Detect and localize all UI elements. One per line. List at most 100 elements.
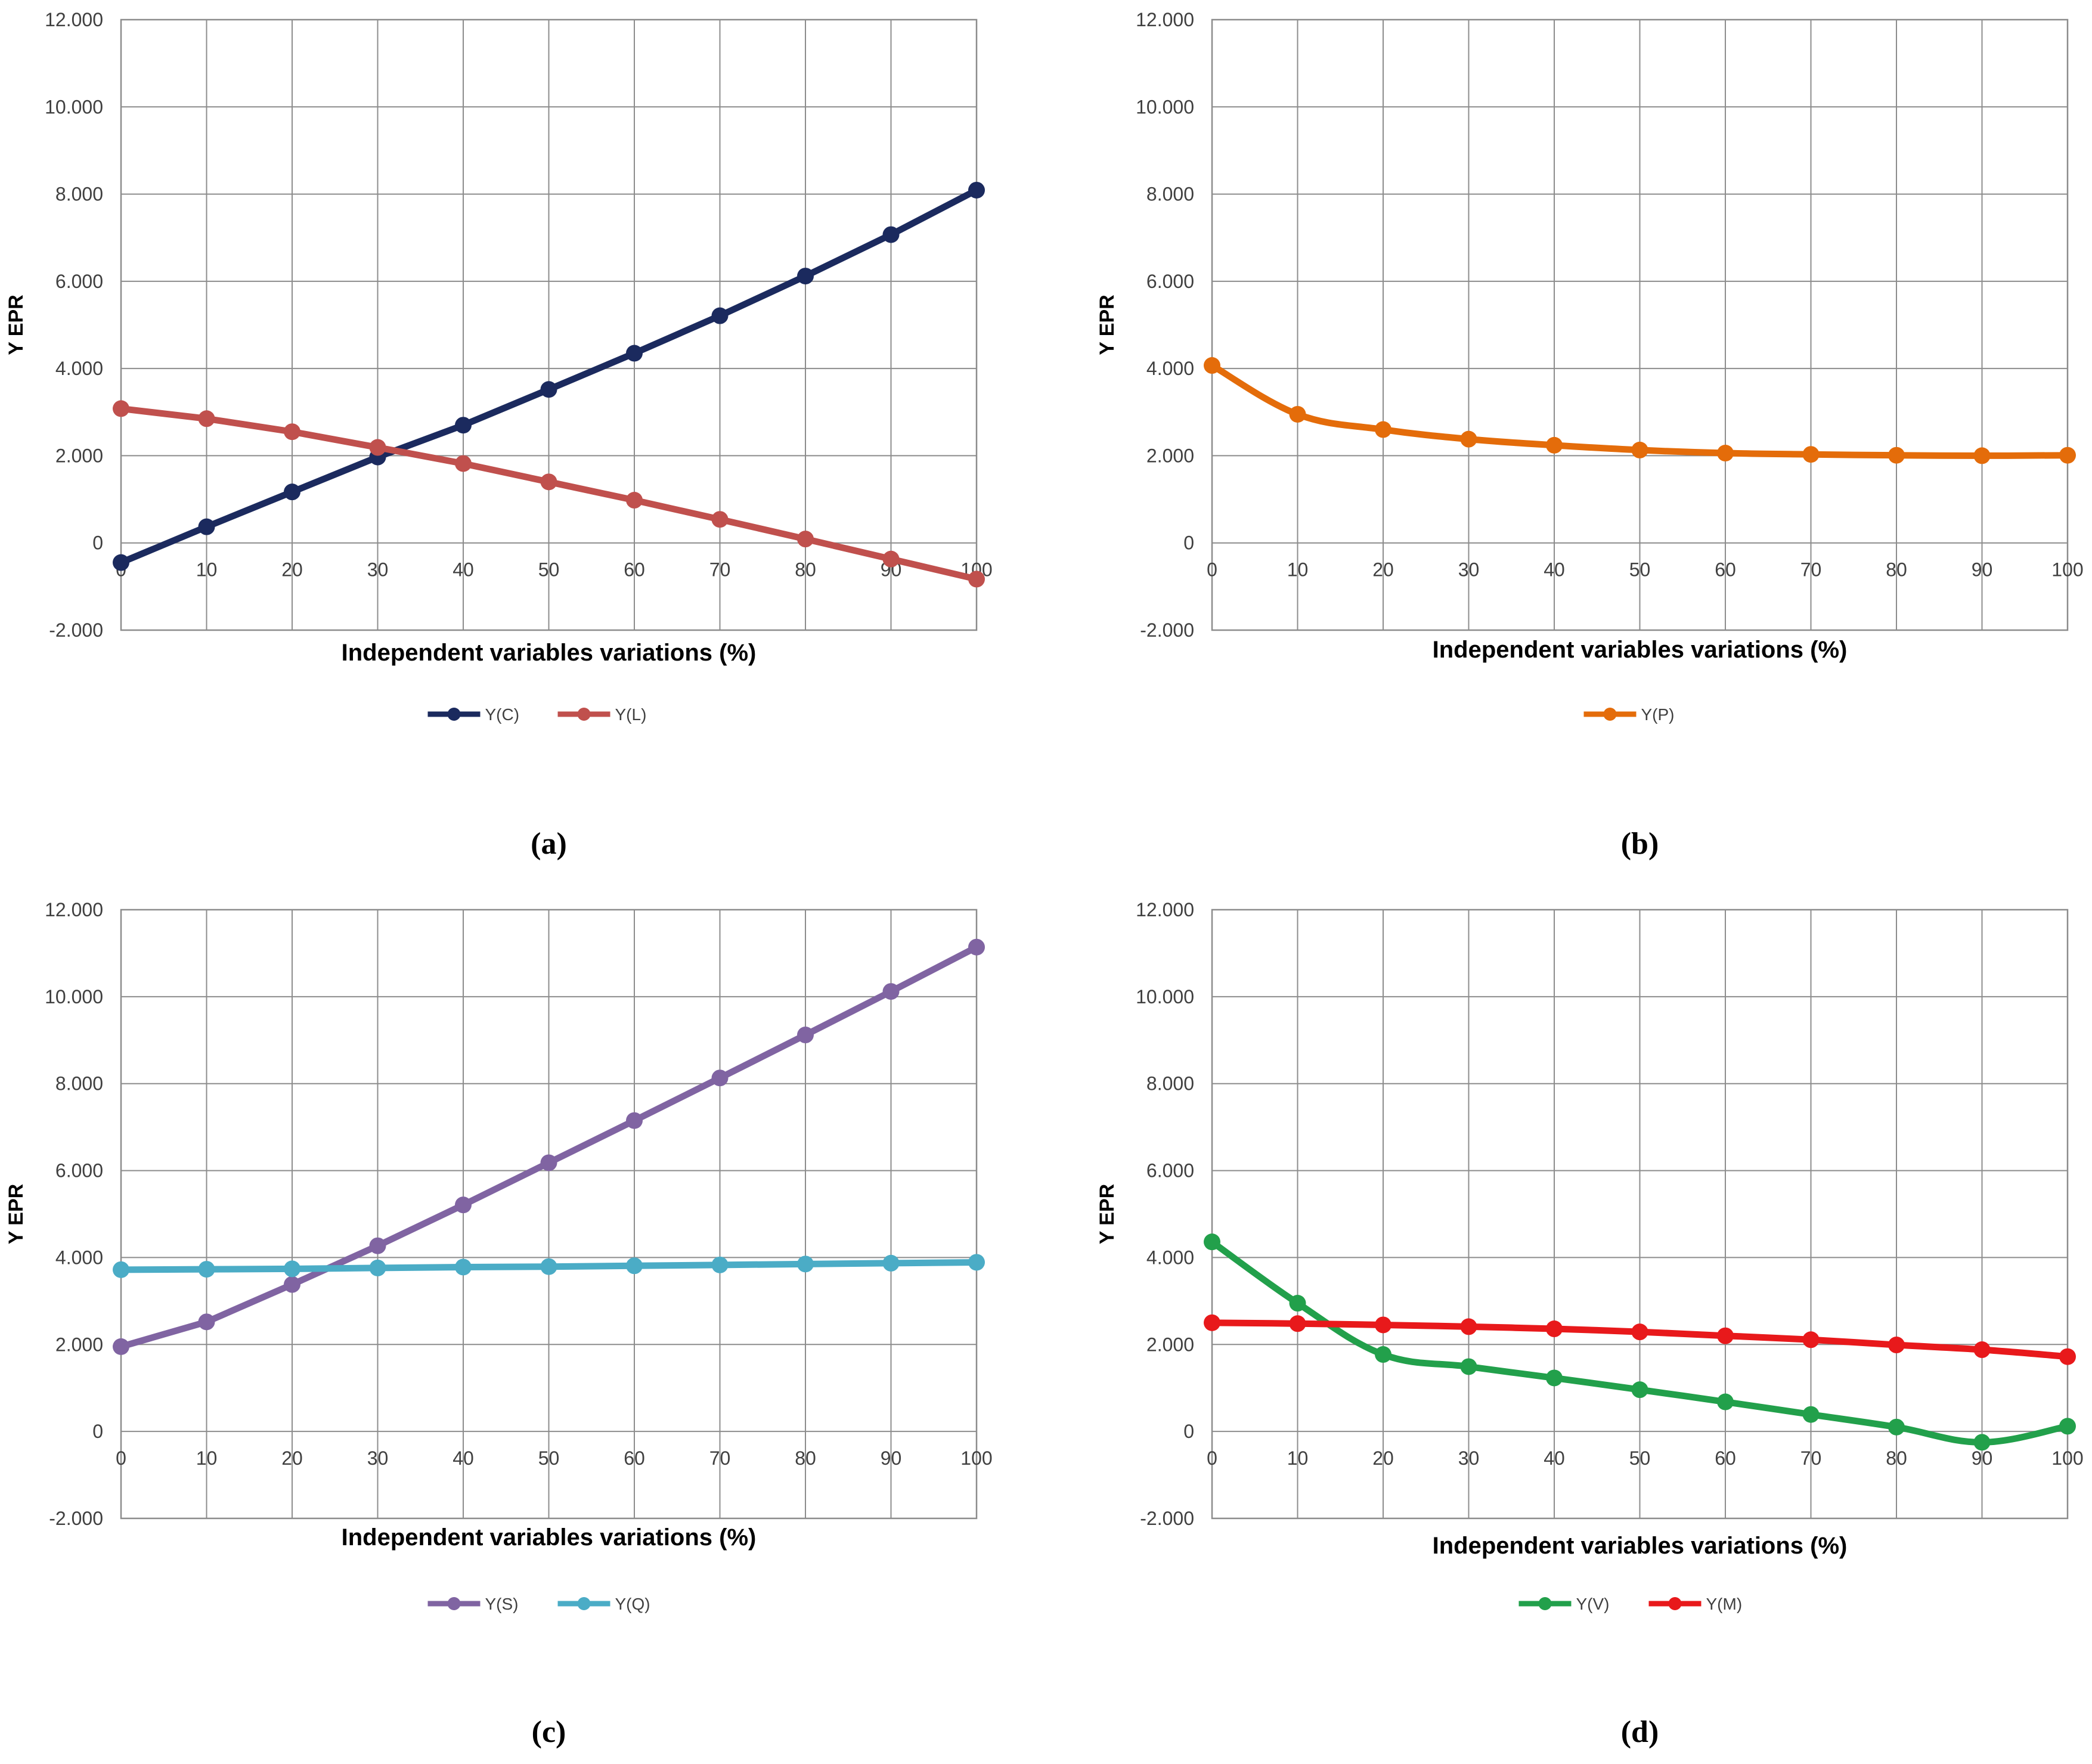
- data-point-Y(C)-100: [968, 181, 985, 199]
- legend-marker: [577, 708, 591, 721]
- data-point-Y(M)-30: [1460, 1318, 1477, 1335]
- data-point-Y(S)-90: [882, 983, 900, 1000]
- data-point-Y(C)-0: [113, 554, 129, 571]
- grid: [120, 909, 977, 1519]
- legend-item: Y(S): [427, 1595, 519, 1613]
- legend-item: Y(M): [1648, 1595, 1742, 1613]
- data-point-Y(P)-70: [1802, 446, 1820, 463]
- data-point-Y(V)-90: [1973, 1434, 1991, 1451]
- data-point-Y(C)-60: [626, 345, 643, 362]
- x-tick-label: 40: [1544, 1447, 1565, 1469]
- y-tick-label: -2.000: [49, 619, 103, 641]
- series-Y(V): [1204, 1233, 2076, 1451]
- x-tick-label: 50: [1629, 1447, 1651, 1469]
- x-tick-label: 10: [1287, 559, 1309, 581]
- data-point-Y(L)-100: [968, 571, 985, 588]
- legend-label: Y(L): [615, 705, 647, 724]
- data-point-Y(V)-30: [1460, 1358, 1477, 1375]
- grid: [1211, 19, 2068, 631]
- y-tick-label: 8.000: [1146, 184, 1194, 205]
- data-point-Y(M)-10: [1289, 1315, 1306, 1332]
- data-point-Y(C)-70: [711, 307, 729, 324]
- y-tick-label: -2.000: [49, 1508, 103, 1529]
- chart-panel-3: -2.000 0 2.000 4.000 6.000 8.000 10.000 12.000 0…: [1096, 899, 2084, 1749]
- y-tick-label: 6.000: [1146, 271, 1194, 292]
- data-point-Y(P)-40: [1546, 436, 1563, 454]
- data-point-Y(L)-60: [626, 492, 643, 509]
- x-tick-label: 90: [1972, 559, 1993, 581]
- data-point-Y(Q)-90: [882, 1254, 900, 1272]
- data-point-Y(M)-40: [1546, 1320, 1563, 1338]
- y-tick-label: 8.000: [55, 1073, 103, 1095]
- y-tick-label: 6.000: [1146, 1160, 1194, 1182]
- data-point-Y(V)-20: [1375, 1346, 1391, 1363]
- x-tick-label: 10: [1287, 1447, 1309, 1469]
- x-tick-label: 20: [281, 559, 303, 581]
- data-point-Y(P)-50: [1631, 441, 1648, 458]
- data-point-Y(M)-90: [1973, 1341, 1991, 1359]
- y-axis-title: Y EPR: [1096, 294, 1118, 355]
- data-point-Y(L)-50: [540, 473, 557, 491]
- y-tick-label: 12.000: [1136, 9, 1194, 30]
- data-point-Y(V)-50: [1631, 1381, 1648, 1399]
- data-point-Y(C)-90: [882, 226, 900, 243]
- chart-panel-2: -2.000 0 2.000 4.000 6.000 8.000 10.000 12.000 0…: [5, 899, 993, 1749]
- data-point-Y(P)-30: [1460, 430, 1477, 448]
- chart-panel-0: -2.00002.0004.0006.0008.00010.00012.0000…: [5, 9, 993, 861]
- x-tick-label: 80: [1886, 559, 1907, 581]
- plot-area: [1211, 909, 2069, 1520]
- legend-label: Y(V): [1576, 1595, 1610, 1613]
- data-point-Y(V)-40: [1546, 1369, 1563, 1387]
- y-tick-label: 6.000: [55, 1160, 103, 1182]
- data-point-Y(M)-100: [2059, 1348, 2076, 1365]
- data-point-Y(Q)-30: [369, 1259, 386, 1276]
- legend-label: Y(Q): [615, 1595, 650, 1613]
- y-axis-title: Y EPR: [5, 1184, 27, 1244]
- x-tick-label: 50: [538, 559, 560, 581]
- y-tick-label: 2.000: [1146, 1334, 1194, 1355]
- x-tick-label: 30: [1458, 1447, 1480, 1469]
- y-tick-label: 12.000: [45, 9, 103, 30]
- x-tick-label: 40: [453, 1447, 474, 1469]
- x-tick-label: 30: [367, 559, 389, 581]
- data-point-Y(P)-0: [1204, 357, 1220, 374]
- x-tick-label: 90: [881, 1447, 902, 1469]
- x-tick-label: 20: [281, 1447, 303, 1469]
- series-Y(Q): [113, 1254, 985, 1278]
- panel-label: (d): [1621, 1715, 1659, 1749]
- y-tick-label: 2.000: [55, 1334, 103, 1355]
- x-tick-label: 20: [1372, 559, 1394, 581]
- grid: [1211, 909, 2068, 1519]
- data-point-Y(V)-0: [1204, 1233, 1220, 1251]
- data-point-Y(C)-20: [284, 483, 300, 501]
- legend-marker: [1538, 1597, 1552, 1610]
- data-point-Y(Q)-100: [968, 1254, 985, 1271]
- x-tick-label: 30: [367, 1447, 389, 1469]
- data-point-Y(S)-0: [113, 1338, 129, 1355]
- x-tick-label: 50: [1629, 559, 1651, 581]
- y-tick-label: -2.000: [1140, 619, 1194, 641]
- data-point-Y(V)-10: [1289, 1295, 1306, 1312]
- x-tick-label: 100: [960, 1447, 992, 1469]
- x-tick-label: 30: [1458, 559, 1480, 581]
- data-point-Y(M)-60: [1717, 1327, 1734, 1344]
- series-Y(S): [113, 938, 985, 1355]
- data-point-Y(Q)-80: [797, 1255, 814, 1273]
- data-point-Y(S)-20: [284, 1276, 300, 1293]
- data-point-Y(V)-100: [2059, 1418, 2076, 1435]
- data-point-Y(C)-80: [797, 268, 814, 285]
- panel-label: (c): [532, 1715, 566, 1749]
- data-point-Y(Q)-0: [113, 1261, 129, 1278]
- x-tick-label: 70: [709, 1447, 731, 1469]
- data-point-Y(L)-80: [797, 531, 814, 548]
- data-point-Y(L)-10: [198, 410, 215, 427]
- legend-item: Y(Q): [557, 1595, 650, 1613]
- y-axis-title: Y EPR: [5, 294, 27, 355]
- plot-area: [120, 18, 978, 631]
- x-tick-label: 60: [624, 559, 645, 581]
- data-point-Y(P)-20: [1375, 421, 1391, 438]
- legend-label: Y(P): [1641, 705, 1675, 724]
- x-tick-label: 70: [1800, 559, 1822, 581]
- legend-item: Y(C): [427, 705, 519, 724]
